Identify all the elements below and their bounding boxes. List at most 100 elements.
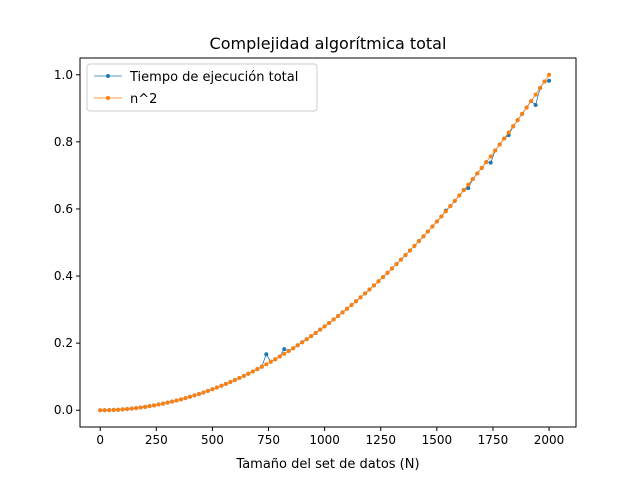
data-point xyxy=(354,299,359,304)
data-point xyxy=(349,303,354,308)
data-point xyxy=(493,148,498,153)
data-point xyxy=(533,102,538,107)
data-point xyxy=(448,204,453,209)
data-point xyxy=(533,92,538,97)
data-point xyxy=(102,408,107,413)
legend-marker-tiempo xyxy=(106,74,110,78)
data-point xyxy=(143,404,148,409)
x-axis: 0 250 500 750 1000 1250 1500 1750 2000 xyxy=(96,427,564,447)
data-point xyxy=(116,407,121,412)
data-point xyxy=(223,381,228,386)
data-point xyxy=(434,219,439,224)
data-point xyxy=(457,193,462,198)
data-point xyxy=(264,362,269,367)
data-point xyxy=(466,182,471,187)
data-point xyxy=(394,262,399,267)
data-point xyxy=(416,239,421,244)
x-tick-label: 250 xyxy=(145,433,168,447)
data-point xyxy=(196,391,201,396)
data-point xyxy=(524,105,529,110)
data-point xyxy=(228,380,233,385)
data-point xyxy=(291,346,296,351)
data-point xyxy=(156,402,161,407)
data-point xyxy=(398,257,403,262)
data-point xyxy=(358,295,363,300)
x-tick-label: 1000 xyxy=(309,433,340,447)
data-point xyxy=(246,371,251,376)
data-point xyxy=(277,354,282,359)
data-point xyxy=(282,351,287,356)
data-point xyxy=(470,177,475,182)
data-point xyxy=(192,393,197,398)
data-point xyxy=(322,324,327,329)
chart-title: Complejidad algorítmica total xyxy=(210,34,447,53)
data-point xyxy=(232,378,237,383)
data-point xyxy=(187,394,192,399)
data-point xyxy=(210,387,215,392)
legend: Tiempo de ejecución total n^2 xyxy=(86,63,318,112)
data-point xyxy=(497,142,502,147)
data-point xyxy=(403,253,408,258)
data-point xyxy=(389,266,394,271)
x-tick-label: 0 xyxy=(96,433,104,447)
data-point xyxy=(511,124,516,129)
data-point xyxy=(421,234,426,239)
data-point xyxy=(219,383,224,388)
y-tick-label: 0.8 xyxy=(54,135,73,149)
data-point xyxy=(183,396,188,401)
data-point xyxy=(205,388,210,393)
data-point xyxy=(407,248,412,253)
data-point xyxy=(542,79,547,84)
data-point xyxy=(345,306,350,311)
data-point xyxy=(466,186,471,191)
data-point xyxy=(520,111,525,116)
data-point xyxy=(412,243,417,248)
y-tick-label: 0.0 xyxy=(54,403,73,417)
data-point xyxy=(461,188,466,193)
data-point xyxy=(286,349,291,354)
data-point xyxy=(529,99,534,104)
data-point xyxy=(367,287,372,292)
data-point xyxy=(237,375,242,380)
data-point xyxy=(547,72,552,77)
data-point xyxy=(336,314,341,318)
series-n2 xyxy=(98,72,552,413)
data-point xyxy=(170,399,175,404)
data-point xyxy=(295,343,300,348)
x-tick-label: 750 xyxy=(257,433,280,447)
data-point xyxy=(250,369,255,374)
data-point xyxy=(152,403,157,408)
y-axis: 0.0 0.2 0.4 0.6 0.8 1.0 xyxy=(54,68,80,417)
y-tick-label: 1.0 xyxy=(54,68,73,82)
data-point xyxy=(488,154,493,159)
data-point xyxy=(318,327,323,332)
data-point xyxy=(376,279,381,284)
x-tick-label: 1750 xyxy=(478,433,509,447)
x-axis-label: Tamaño del set de datos (N) xyxy=(235,457,419,472)
y-tick-label: 0.2 xyxy=(54,336,73,350)
data-point xyxy=(547,78,552,83)
data-point xyxy=(340,310,345,315)
data-point xyxy=(214,385,219,390)
data-point xyxy=(264,352,269,357)
data-point xyxy=(313,330,318,335)
data-point xyxy=(134,406,139,411)
data-point xyxy=(125,407,130,412)
data-point xyxy=(327,320,332,325)
data-point xyxy=(259,364,264,369)
data-point xyxy=(107,408,112,413)
data-point xyxy=(430,224,435,229)
x-tick-label: 1500 xyxy=(422,433,453,447)
data-point xyxy=(300,340,305,345)
data-point xyxy=(147,404,152,409)
data-point xyxy=(273,357,278,362)
data-point xyxy=(484,160,489,165)
data-point xyxy=(363,291,368,296)
data-point xyxy=(506,130,511,135)
data-point xyxy=(538,86,543,91)
data-point xyxy=(138,405,143,410)
legend-box xyxy=(86,63,318,112)
y-tick-label: 0.6 xyxy=(54,202,73,216)
data-point xyxy=(309,334,314,339)
